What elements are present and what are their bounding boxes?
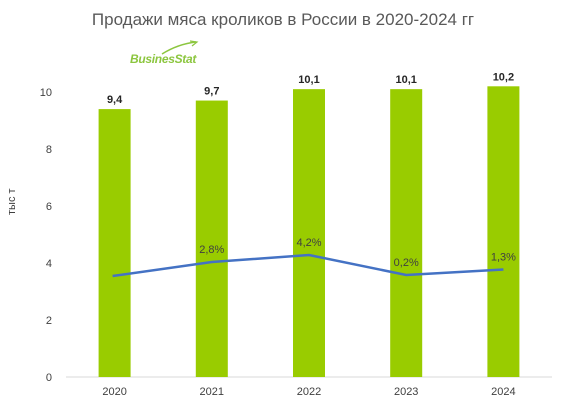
logo-swoosh-icon — [161, 40, 199, 55]
bar-value-label: 10,2 — [493, 71, 514, 83]
logo-text: BusinesStat — [130, 52, 197, 66]
growth-label: 1,3% — [491, 252, 516, 264]
bar-value-label: 10,1 — [395, 74, 416, 86]
y-tick-label: 2 — [46, 315, 52, 327]
y-tick-label: 0 — [46, 372, 52, 384]
bar-2020 — [98, 109, 131, 377]
chart-title: Продажи мяса кроликов в России в 2020-20… — [91, 10, 475, 29]
bar-2024 — [487, 86, 520, 378]
businesstat-logo: BusinesStat — [130, 40, 220, 70]
bar-2022 — [293, 89, 325, 378]
x-tick-label: 2020 — [102, 386, 126, 398]
x-tick-label: 2023 — [394, 386, 418, 398]
y-tick-label: 4 — [46, 258, 52, 270]
growth-label: 4,2% — [296, 237, 321, 249]
growth-label: 0,2% — [394, 257, 419, 269]
bar-2023 — [390, 89, 423, 378]
bar-value-label: 9,4 — [107, 94, 123, 106]
bar-value-label: 10,1 — [298, 74, 319, 86]
growth-label: 2,8% — [199, 244, 224, 256]
y-tick-label: 6 — [46, 201, 52, 213]
x-tick-label: 2021 — [200, 386, 224, 398]
bar-value-label: 9,7 — [204, 86, 219, 98]
x-tick-label: 2024 — [491, 386, 515, 398]
y-tick-label: 8 — [46, 144, 52, 156]
bar-2021 — [195, 100, 228, 378]
x-tick-label: 2022 — [297, 386, 321, 398]
y-tick-label: 10 — [40, 87, 52, 99]
